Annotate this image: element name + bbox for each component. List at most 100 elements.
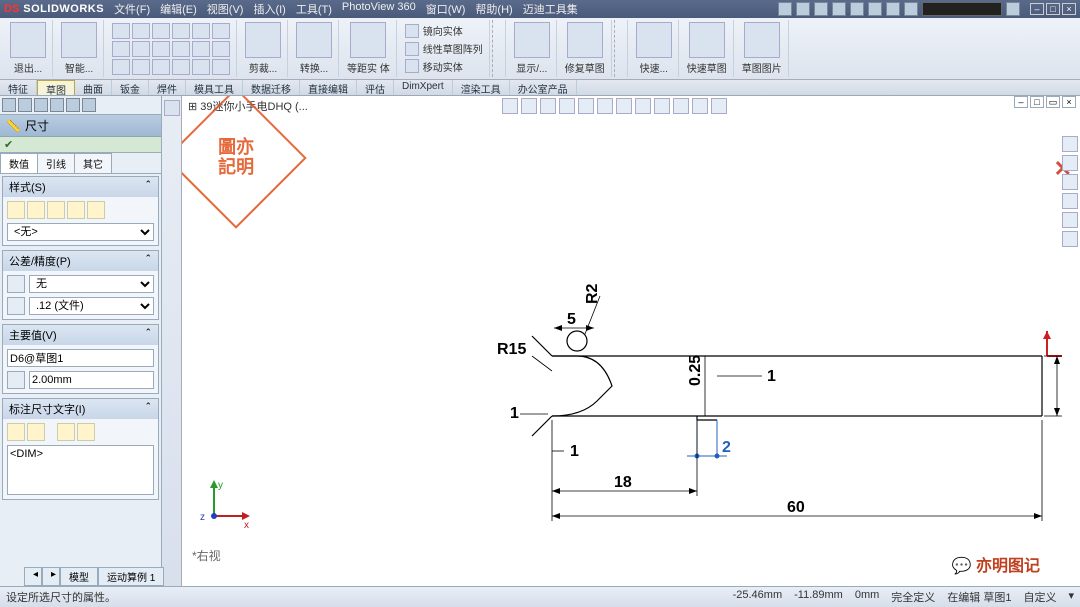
tab-moldtools[interactable]: 模具工具 bbox=[186, 80, 243, 95]
command-search-input[interactable] bbox=[922, 2, 1002, 16]
view-settings-icon[interactable] bbox=[673, 98, 689, 114]
repair-sketch-group[interactable]: 修复草图 bbox=[559, 20, 612, 77]
help-icon[interactable] bbox=[1006, 2, 1020, 16]
collapse-icon[interactable]: ⌃ bbox=[144, 179, 152, 195]
new-icon[interactable] bbox=[778, 2, 792, 16]
tab-features[interactable]: 特征 bbox=[0, 80, 37, 95]
fillet-icon[interactable] bbox=[192, 41, 210, 57]
quick-snap-icon[interactable] bbox=[636, 22, 672, 58]
mdi-max-icon[interactable]: □ bbox=[1030, 96, 1044, 108]
display-style-icon[interactable] bbox=[597, 98, 613, 114]
text-xx2-icon[interactable] bbox=[77, 423, 95, 441]
fav-save-icon[interactable] bbox=[67, 201, 85, 219]
convert-entities-icon[interactable] bbox=[296, 22, 332, 58]
tab-directedit[interactable]: 直接编辑 bbox=[300, 80, 357, 95]
sketch-picture-icon[interactable] bbox=[744, 22, 780, 58]
rapid-sketch-group[interactable]: 快速草图 bbox=[681, 20, 734, 77]
tab-sheetmetal[interactable]: 钣金 bbox=[112, 80, 149, 95]
collapse-icon[interactable]: ⌃ bbox=[144, 253, 152, 269]
ellipse-icon[interactable] bbox=[112, 41, 130, 57]
misc2-icon[interactable] bbox=[172, 59, 190, 75]
polygon-icon[interactable] bbox=[132, 41, 150, 57]
spline-icon[interactable] bbox=[172, 23, 190, 39]
fav-delete-icon[interactable] bbox=[47, 201, 65, 219]
hide-show-icon[interactable] bbox=[616, 98, 632, 114]
menu-photoview[interactable]: PhotoView 360 bbox=[342, 1, 416, 17]
centerline-icon[interactable] bbox=[112, 59, 130, 75]
view-orient-icon[interactable] bbox=[578, 98, 594, 114]
point-icon[interactable] bbox=[152, 41, 170, 57]
plane-icon[interactable] bbox=[132, 59, 150, 75]
mdi-restore-icon[interactable]: ▭ bbox=[1046, 96, 1060, 108]
tab-scroll-left-icon[interactable]: ◂ bbox=[24, 567, 42, 586]
dimension-name-input[interactable] bbox=[7, 349, 154, 367]
options-icon[interactable] bbox=[886, 2, 900, 16]
edit-appearance-icon[interactable] bbox=[635, 98, 651, 114]
convert-group[interactable]: 转换... bbox=[290, 20, 339, 77]
linear-pattern-icon[interactable] bbox=[405, 42, 419, 56]
quick-group[interactable]: 快速... bbox=[630, 20, 679, 77]
taskpane-resources-icon[interactable] bbox=[1062, 136, 1078, 152]
status-unit-icon[interactable]: ▾ bbox=[1068, 589, 1074, 605]
pm-tab-value[interactable]: 数值 bbox=[0, 153, 38, 173]
text-xx1-icon[interactable] bbox=[57, 423, 75, 441]
taskpane-file-explorer-icon[interactable] bbox=[1062, 174, 1078, 190]
move-entities-icon[interactable] bbox=[405, 59, 419, 73]
style-select[interactable]: <无> bbox=[7, 223, 154, 241]
tab-model[interactable]: 模型 bbox=[60, 567, 98, 586]
menu-insert[interactable]: 插入(I) bbox=[253, 1, 285, 17]
precision-select[interactable]: .12 (文件) bbox=[29, 297, 154, 315]
open-icon[interactable] bbox=[796, 2, 810, 16]
pm-tab-property-icon[interactable] bbox=[18, 98, 32, 112]
mirror-icon[interactable] bbox=[405, 24, 419, 38]
text-icon[interactable] bbox=[172, 41, 190, 57]
prev-view-icon[interactable] bbox=[540, 98, 556, 114]
rectangle-icon[interactable] bbox=[192, 23, 210, 39]
tab-scroll-right-icon[interactable]: ▸ bbox=[42, 567, 60, 586]
pm-ok-button[interactable]: ✔ bbox=[0, 137, 161, 153]
collapse-icon[interactable]: ⌃ bbox=[144, 401, 152, 417]
fav-add-icon[interactable] bbox=[27, 201, 45, 219]
rebuild-icon[interactable] bbox=[868, 2, 882, 16]
collapse-icon[interactable]: ⌃ bbox=[144, 327, 152, 343]
tolerance-type-select[interactable]: 无 bbox=[29, 275, 154, 293]
taskpane-design-lib-icon[interactable] bbox=[1062, 155, 1078, 171]
taskpane-custom-props-icon[interactable] bbox=[1062, 231, 1078, 247]
tab-office[interactable]: 办公室产品 bbox=[510, 80, 577, 95]
text-center-icon[interactable] bbox=[27, 423, 45, 441]
undo-icon[interactable] bbox=[850, 2, 864, 16]
smart-dimension-icon[interactable] bbox=[61, 22, 97, 58]
pm-tab-leader[interactable]: 引线 bbox=[37, 153, 75, 173]
line-icon[interactable] bbox=[112, 23, 130, 39]
tab-datamigration[interactable]: 数据迁移 bbox=[243, 80, 300, 95]
menu-file[interactable]: 文件(F) bbox=[114, 1, 150, 17]
rapid-sketch-icon[interactable] bbox=[689, 22, 725, 58]
dim-text-input[interactable]: <DIM> bbox=[7, 445, 154, 495]
pm-tab-other-icon[interactable] bbox=[82, 98, 96, 112]
text-left-icon[interactable] bbox=[7, 423, 25, 441]
tab-weldments[interactable]: 焊件 bbox=[149, 80, 186, 95]
display-group[interactable]: 显示/... bbox=[508, 20, 557, 77]
menu-help[interactable]: 帮助(H) bbox=[475, 1, 512, 17]
exit-sketch-group[interactable]: 退出... bbox=[4, 20, 53, 77]
section-view-icon[interactable] bbox=[559, 98, 575, 114]
offset-group[interactable]: 等距实 体 bbox=[341, 20, 397, 77]
close-button[interactable]: × bbox=[1062, 3, 1076, 15]
menu-tools[interactable]: 工具(T) bbox=[296, 1, 332, 17]
misc4-icon[interactable] bbox=[212, 59, 230, 75]
apply-scene-icon[interactable] bbox=[654, 98, 670, 114]
misc-view2-icon[interactable] bbox=[711, 98, 727, 114]
select-icon[interactable] bbox=[904, 2, 918, 16]
menu-window[interactable]: 窗口(W) bbox=[426, 1, 466, 17]
menu-view[interactable]: 视图(V) bbox=[207, 1, 244, 17]
display-icon[interactable] bbox=[514, 22, 550, 58]
tab-render[interactable]: 渲染工具 bbox=[453, 80, 510, 95]
tab-evaluate[interactable]: 评估 bbox=[357, 80, 394, 95]
pm-tab-dimxpert-icon[interactable] bbox=[50, 98, 64, 112]
pm-tab-config-icon[interactable] bbox=[34, 98, 48, 112]
graphics-area[interactable]: – □ ▭ × ⊞ 39迷你小手电DHQ (... 圖亦 記明 ✕ bbox=[182, 96, 1080, 586]
repair-sketch-icon[interactable] bbox=[567, 22, 603, 58]
mdi-close-icon[interactable]: × bbox=[1062, 96, 1076, 108]
menu-edit[interactable]: 编辑(E) bbox=[160, 1, 197, 17]
save-icon[interactable] bbox=[814, 2, 828, 16]
